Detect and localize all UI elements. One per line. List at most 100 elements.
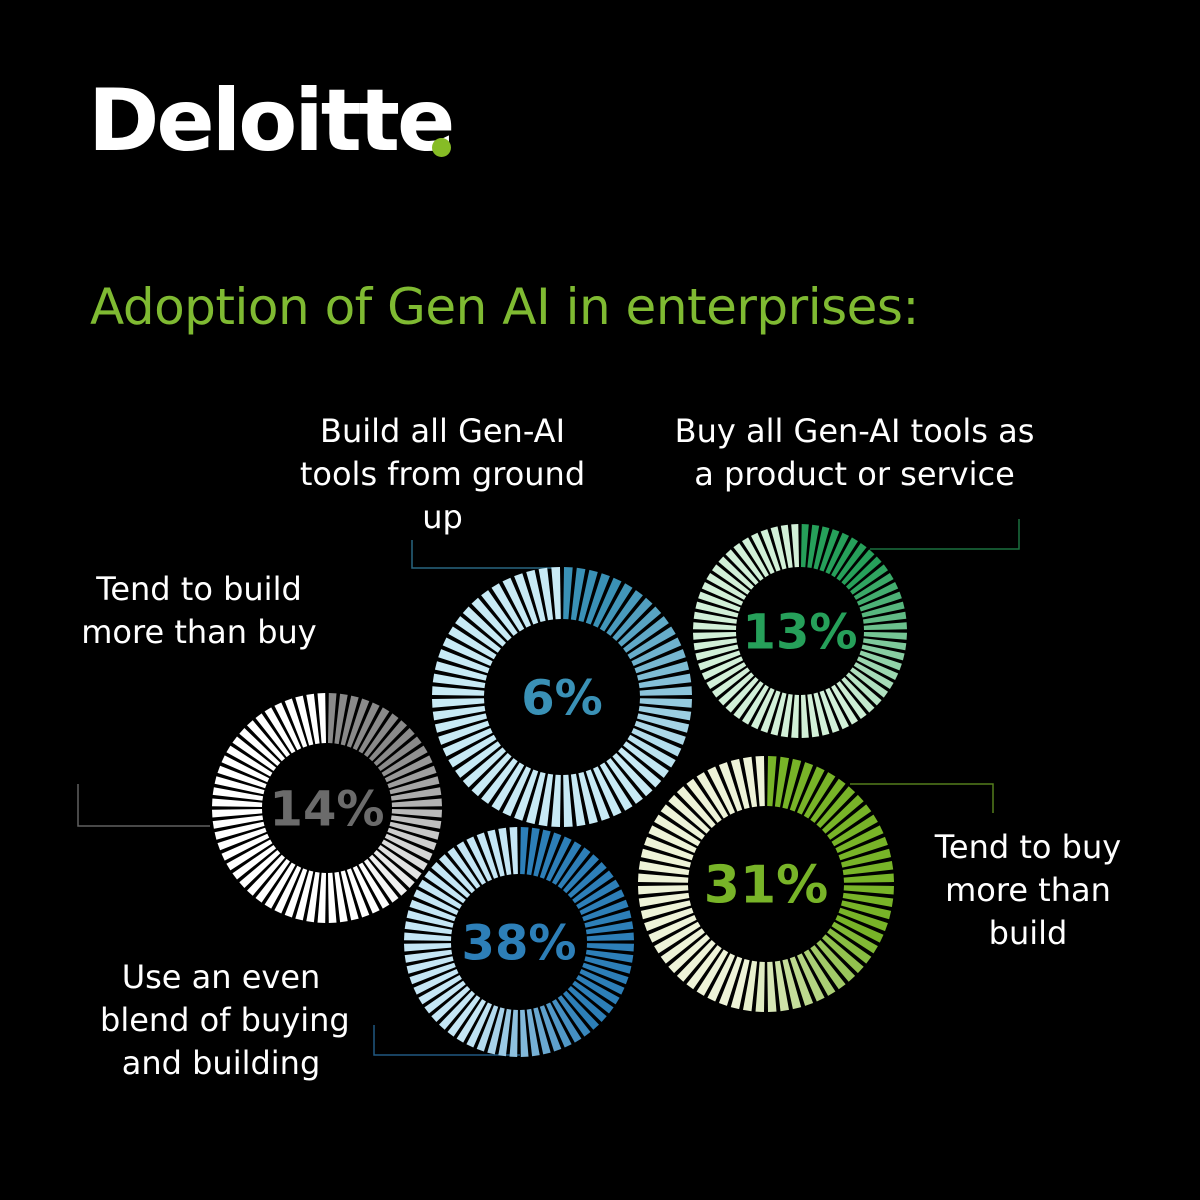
donut-segment <box>306 871 320 923</box>
donut-segment <box>797 953 825 1002</box>
donut-segment <box>526 772 546 825</box>
donut-segment <box>404 943 452 952</box>
donut-segment <box>381 745 428 777</box>
donut-segment-highlighted <box>841 848 892 868</box>
donut-segment-highlighted <box>576 975 620 1005</box>
donut-segment <box>638 861 690 876</box>
donut-segment-highlighted <box>819 529 840 572</box>
label-buy-more: Tend to buy more than build <box>922 826 1134 955</box>
donut-segment <box>563 774 573 827</box>
donut-segment <box>846 556 882 590</box>
donut-segment <box>638 673 692 689</box>
donut-segment <box>743 960 758 1012</box>
donut-segment <box>612 753 653 797</box>
donut-segment <box>389 776 440 795</box>
donut-segment <box>693 632 737 640</box>
chart-title: Adoption of Gen AI in enterprises: <box>90 278 919 336</box>
donut-segment <box>406 910 454 928</box>
donut-segment <box>358 862 390 909</box>
donut-segment <box>789 956 814 1006</box>
donut-segment <box>623 616 669 653</box>
donut-segment <box>232 736 277 771</box>
donut-segment <box>654 921 701 954</box>
donut-segment <box>638 873 689 883</box>
donut-segment-highlighted <box>520 827 529 875</box>
donut-segment <box>850 667 888 698</box>
donut-segment <box>509 827 518 875</box>
donut-segment <box>730 959 750 1010</box>
donut-segment-highlighted <box>328 693 337 744</box>
donut-segment <box>743 756 758 808</box>
donut-segment <box>481 590 518 636</box>
donut-segment <box>418 879 462 909</box>
donut-segment <box>668 934 710 974</box>
donut-segment <box>693 622 737 630</box>
donut-segment <box>618 606 662 647</box>
label-line: up <box>422 498 463 536</box>
donut-segment <box>696 949 729 996</box>
donut-segment-highlighted <box>813 526 830 570</box>
label-line: more than <box>945 871 1111 909</box>
donut-segment <box>462 747 506 788</box>
donut-segment <box>217 765 267 789</box>
donut-segment <box>384 833 433 861</box>
donut-segment <box>863 611 907 624</box>
donut-segment <box>706 573 747 600</box>
donut-segment-highlighted <box>843 873 894 883</box>
label-line: and building <box>121 1044 321 1082</box>
donut-segment-highlighted <box>369 720 407 762</box>
donut-segment <box>707 953 735 1002</box>
donut-segment <box>627 626 676 660</box>
donut-segment <box>491 762 525 811</box>
donut-segment-highlighted <box>838 836 888 861</box>
logo-dot-icon <box>432 138 451 157</box>
donut-segment-highlighted <box>373 728 415 766</box>
donut-segment <box>813 692 830 736</box>
donut-segment <box>742 684 769 725</box>
donut-38: 38% <box>373 827 634 1057</box>
donut-segment <box>859 591 902 612</box>
donut-segment <box>432 686 485 696</box>
donut-segment-highlighted <box>836 543 867 581</box>
donut-segment <box>791 694 799 738</box>
donut-segment <box>712 564 750 595</box>
donut-segment-highlighted <box>579 969 625 995</box>
donut-segment <box>846 672 882 706</box>
donut-segment-highlighted <box>827 804 872 840</box>
donut-segment <box>627 734 676 768</box>
donut-segment-highlighted <box>584 910 632 928</box>
donut-segment <box>706 662 747 689</box>
donut-segment-highlighted <box>810 778 846 823</box>
donut-segment <box>274 702 302 751</box>
donut-segment <box>836 681 867 719</box>
donut-segment <box>438 720 490 745</box>
label-line: tools from ground <box>299 455 586 493</box>
donut-segment <box>712 667 750 698</box>
donut-segment <box>377 736 422 771</box>
donut-segment <box>827 928 872 964</box>
donut-segment <box>618 747 662 788</box>
donut-segment <box>221 833 270 861</box>
donut-6: 6% <box>411 540 692 827</box>
label-buy-all: Buy all Gen-AI tools as a product or ser… <box>662 410 1047 496</box>
donut-segment <box>816 940 856 982</box>
donut-segment-highlighted <box>578 569 598 622</box>
donut-segment <box>526 569 546 622</box>
donut-segment <box>439 990 475 1030</box>
donut-segment <box>212 815 264 829</box>
donut-segment <box>686 945 722 990</box>
logo-wordmark: Deloitte <box>88 71 455 171</box>
donut-segment <box>733 681 764 719</box>
donut-segment <box>853 573 894 600</box>
donut-segment <box>718 762 743 812</box>
donut-segment <box>502 766 531 817</box>
donut-segment <box>819 690 840 733</box>
donut-segment <box>384 755 433 783</box>
donut-segment <box>232 845 277 880</box>
donut-segment <box>637 713 690 733</box>
donut-segment <box>599 762 633 811</box>
donut-segment <box>841 677 875 713</box>
donut-segment <box>212 798 263 807</box>
label-line: a product or service <box>694 455 1015 493</box>
